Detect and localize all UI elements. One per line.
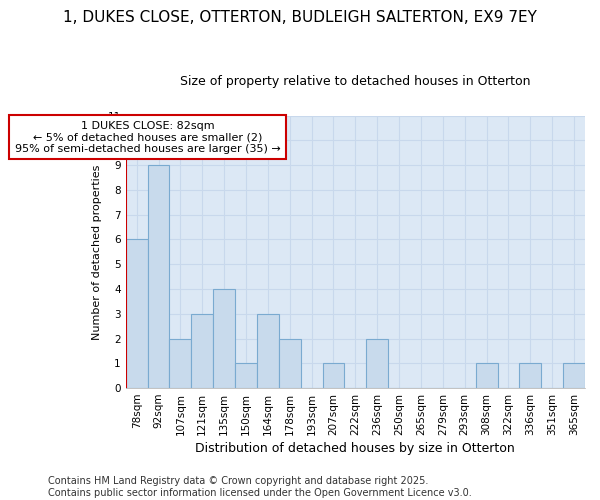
Text: 1, DUKES CLOSE, OTTERTON, BUDLEIGH SALTERTON, EX9 7EY: 1, DUKES CLOSE, OTTERTON, BUDLEIGH SALTE… [63,10,537,25]
Text: Contains HM Land Registry data © Crown copyright and database right 2025.
Contai: Contains HM Land Registry data © Crown c… [48,476,472,498]
Bar [213,289,235,388]
Bar [279,338,301,388]
Bar [323,364,344,388]
Bar [191,314,213,388]
Bar [367,338,388,388]
Bar [169,338,191,388]
Bar [476,364,497,388]
Text: 1 DUKES CLOSE: 82sqm
← 5% of detached houses are smaller (2)
95% of semi-detache: 1 DUKES CLOSE: 82sqm ← 5% of detached ho… [15,120,280,154]
Y-axis label: Number of detached properties: Number of detached properties [92,164,102,340]
Bar [235,364,257,388]
Bar [520,364,541,388]
Title: Size of property relative to detached houses in Otterton: Size of property relative to detached ho… [180,75,530,88]
Bar [148,165,169,388]
Bar [126,240,148,388]
Bar [257,314,279,388]
Bar [563,364,585,388]
X-axis label: Distribution of detached houses by size in Otterton: Distribution of detached houses by size … [196,442,515,455]
